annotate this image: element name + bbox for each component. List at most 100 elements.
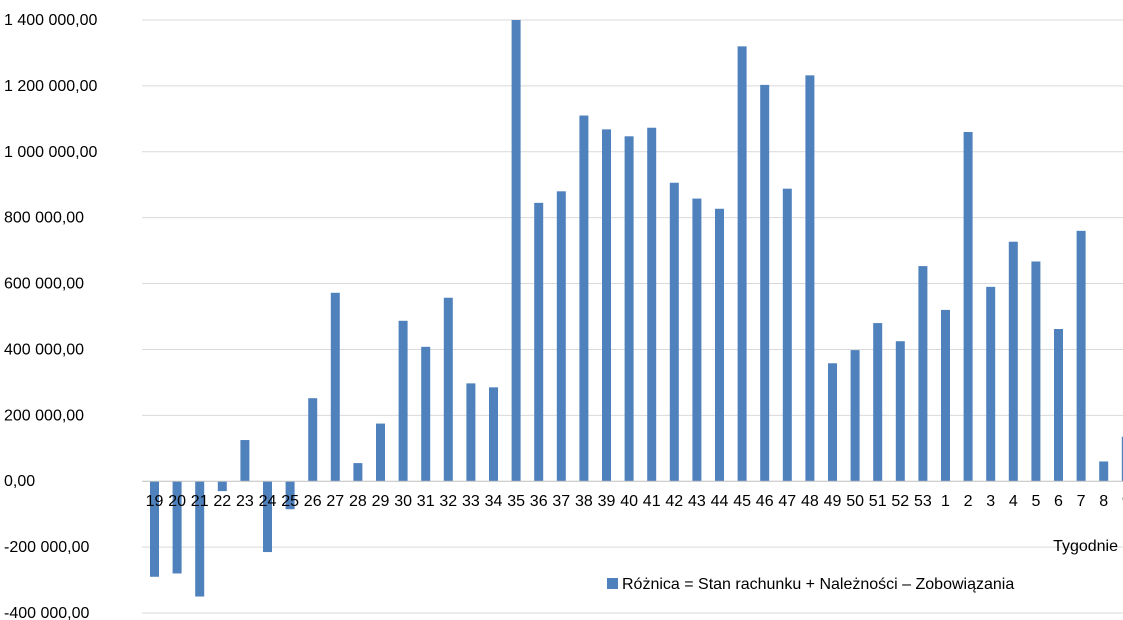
x-tick-label: 4 <box>1009 493 1018 510</box>
x-tick-label: 37 <box>552 493 570 510</box>
x-tick-label: 1 <box>941 493 950 510</box>
x-tick-label: 46 <box>756 493 774 510</box>
x-tick-label: 33 <box>462 493 480 510</box>
bar-week-7 <box>1076 230 1086 482</box>
x-tick-label: 9 <box>1122 493 1123 510</box>
x-tick-label: 50 <box>846 493 864 510</box>
bar-week-31 <box>421 346 431 482</box>
y-tick-label: 1 400 000,00 <box>4 12 98 29</box>
x-tick-label: 53 <box>914 493 932 510</box>
bar-week-26 <box>308 398 318 482</box>
bar-week-28 <box>353 463 363 482</box>
bar-week-45 <box>737 46 747 482</box>
bar-week-23 <box>240 440 250 482</box>
x-tick-label: 36 <box>530 493 548 510</box>
bar-week-46 <box>760 84 770 482</box>
bar-week-27 <box>330 292 340 482</box>
bar-week-37 <box>556 191 566 482</box>
x-tick-label: 24 <box>259 493 277 510</box>
bar-week-29 <box>376 423 385 482</box>
bar-week-34 <box>489 387 498 482</box>
bar-week-21 <box>195 481 205 597</box>
x-tick-label: 40 <box>620 493 638 510</box>
bar-week-52 <box>895 341 905 482</box>
x-tick-label: 39 <box>598 493 616 510</box>
x-tick-label: 30 <box>394 493 412 510</box>
x-tick-label: 19 <box>146 493 164 510</box>
x-tick-label: 28 <box>349 493 367 510</box>
bar-week-25 <box>285 481 295 510</box>
y-tick-label: 1 200 000,00 <box>4 78 98 95</box>
x-tick-label: 31 <box>417 493 435 510</box>
bar-week-19 <box>150 481 159 577</box>
legend: Różnica = Stan rachunku + Należności – Z… <box>607 576 1014 593</box>
bar-week-40 <box>624 136 634 482</box>
bar-week-43 <box>692 198 702 482</box>
bar-week-42 <box>669 182 679 482</box>
legend-swatch <box>607 578 618 589</box>
x-tick-label: 48 <box>801 493 819 510</box>
legend-label: Różnica = Stan rachunku + Należności – Z… <box>622 576 1014 593</box>
bar-week-30 <box>398 320 408 482</box>
x-tick-label: 32 <box>439 493 457 510</box>
x-tick-label: 49 <box>824 493 842 510</box>
bar-week-6 <box>1054 329 1063 482</box>
y-axis-tick-labels: -400 000,00 -200 000,00 0,00 200 000,00 400 … <box>4 12 98 620</box>
bar-week-24 <box>263 481 272 553</box>
bar-week-39 <box>602 129 611 482</box>
bar-week-36 <box>534 202 544 482</box>
x-tick-label: 26 <box>304 493 322 510</box>
bar-week-32 <box>443 297 453 482</box>
x-axis-title: Tygodnie <box>1053 538 1118 555</box>
x-tick-label: 22 <box>213 493 231 510</box>
y-tick-label: -400 000,00 <box>4 605 90 620</box>
bar-week-51 <box>873 323 883 482</box>
x-tick-label: 42 <box>665 493 683 510</box>
x-tick-label: 27 <box>326 493 344 510</box>
x-tick-label: 47 <box>778 493 796 510</box>
bar-week-35 <box>511 20 521 482</box>
x-tick-label: 43 <box>688 493 706 510</box>
x-tick-label: 35 <box>507 493 525 510</box>
x-tick-label: 20 <box>168 493 186 510</box>
x-tick-label: 8 <box>1099 493 1108 510</box>
bar-week-8 <box>1099 461 1109 482</box>
bar-week-53 <box>918 266 928 482</box>
x-tick-label: 44 <box>711 493 729 510</box>
x-tick-label: 41 <box>643 493 661 510</box>
bar-week-20 <box>172 481 182 574</box>
bar-week-9 <box>1121 436 1123 482</box>
bar-week-49 <box>828 363 837 482</box>
y-tick-label: -200 000,00 <box>4 539 90 556</box>
y-tick-label: 200 000,00 <box>4 407 84 424</box>
y-tick-label: 400 000,00 <box>4 341 84 358</box>
bar-week-33 <box>466 383 476 482</box>
bar-week-38 <box>579 115 589 482</box>
bar-week-48 <box>805 75 815 482</box>
bar-week-22 <box>217 481 227 492</box>
x-tick-label: 52 <box>891 493 909 510</box>
x-tick-label: 6 <box>1054 493 1063 510</box>
x-tick-label: 34 <box>485 493 503 510</box>
y-tick-label: 600 000,00 <box>4 276 84 293</box>
bar-week-44 <box>715 208 724 482</box>
x-tick-label: 51 <box>869 493 887 510</box>
x-tick-label: 29 <box>372 493 390 510</box>
bar-week-2 <box>963 132 973 482</box>
x-tick-label: 23 <box>236 493 254 510</box>
bar-week-50 <box>850 350 860 482</box>
x-axis-tick-labels: 19 20 21 22 23 24 25 26 27 28 29 30 31 32 33 34 35 36 37 38… <box>146 493 1123 510</box>
x-tick-label: 21 <box>191 493 209 510</box>
bars <box>150 20 1123 597</box>
bar-week-41 <box>647 127 657 482</box>
bar-week-1 <box>941 309 950 482</box>
x-tick-label: 3 <box>986 493 995 510</box>
bar-week-5 <box>1031 261 1041 482</box>
y-tick-label: 0,00 <box>4 473 35 490</box>
x-tick-label: 5 <box>1031 493 1040 510</box>
x-tick-label: 2 <box>964 493 973 510</box>
bar-week-3 <box>986 286 996 482</box>
x-tick-label: 25 <box>281 493 299 510</box>
x-tick-label: 38 <box>575 493 593 510</box>
